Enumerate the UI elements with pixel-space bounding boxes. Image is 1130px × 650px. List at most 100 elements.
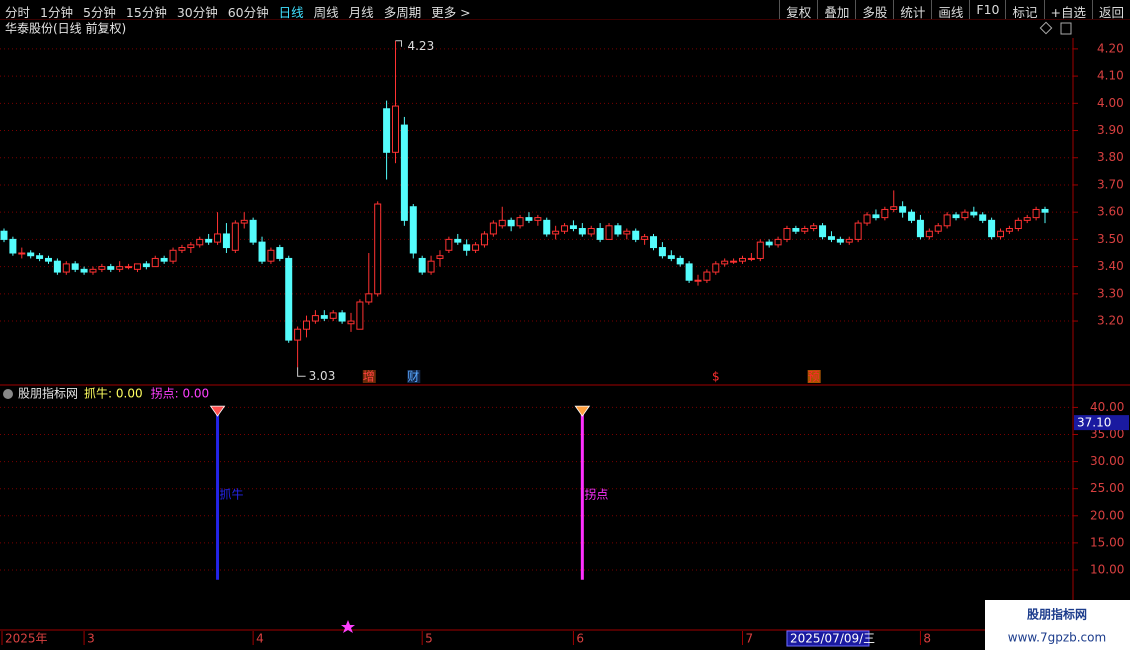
tool-button[interactable]: 叠加 <box>817 0 855 20</box>
signal-label: 拐点 <box>584 486 608 501</box>
candle-body <box>178 247 186 251</box>
candle-body <box>819 225 827 238</box>
y-tick-label: 4.10 <box>1097 69 1124 83</box>
candle-body <box>747 257 755 260</box>
period-tab[interactable]: 周线 <box>313 5 339 20</box>
candle-body <box>561 225 569 232</box>
candle-body <box>169 249 177 262</box>
tool-button[interactable]: 统计 <box>893 0 931 20</box>
candle-body <box>267 249 275 262</box>
candle-body <box>311 315 319 322</box>
candle-body <box>872 214 880 219</box>
watermark-box <box>985 600 1130 650</box>
candle-body <box>667 255 675 259</box>
y-tick-label: 3.60 <box>1097 205 1124 219</box>
candle-body <box>1005 228 1013 232</box>
x-tick-label: 8 <box>923 632 931 646</box>
y-tick-label: 35.00 <box>1090 427 1124 441</box>
candle-body <box>552 230 560 235</box>
chart: 华泰股份(日线 前复权) 3.20 3.30 3.40 3.50 3.60 3.70 3.8… <box>0 21 1130 650</box>
indicator-title: 股朋指标网 <box>18 386 78 401</box>
tool-button[interactable]: F10 <box>969 0 1005 19</box>
event-label: 财 <box>407 370 419 384</box>
signal-label: 抓牛 <box>220 486 244 501</box>
tool-button[interactable]: 画线 <box>931 0 969 20</box>
candle-body <box>970 211 978 216</box>
candle-body <box>783 228 791 240</box>
icon[interactable] <box>3 389 13 399</box>
candle-body <box>854 222 862 240</box>
cursor-date: 2025/07/09/三 <box>790 632 875 646</box>
y-tick-label: 10.00 <box>1090 562 1124 576</box>
period-tab[interactable]: 月线 <box>348 5 374 20</box>
low-label: 3.03 <box>309 369 336 383</box>
candle-body <box>160 257 168 262</box>
candle-body <box>374 203 382 295</box>
candle-body <box>409 206 417 254</box>
candle-body <box>641 236 649 240</box>
tool-button[interactable]: 复权 <box>779 0 817 20</box>
candle-body <box>71 263 79 270</box>
tool-button[interactable]: 多股 <box>855 0 893 20</box>
candle-body <box>961 211 969 219</box>
candle-body <box>489 222 497 235</box>
candle-body <box>276 247 284 259</box>
candle-body <box>614 225 622 235</box>
candle-body <box>730 260 738 263</box>
period-tab[interactable]: 30分钟 <box>176 5 218 20</box>
tool-button[interactable]: 返回 <box>1091 0 1130 20</box>
x-tick-label: 4 <box>256 632 264 646</box>
candle-body <box>827 236 835 240</box>
candle-body <box>543 219 551 235</box>
tool-button[interactable]: +自选 <box>1043 0 1092 20</box>
candle-body <box>943 214 951 227</box>
event-badge <box>362 370 376 383</box>
period-tab[interactable]: 日线 <box>278 5 304 20</box>
candle-body <box>365 293 373 303</box>
event-badge <box>807 370 821 383</box>
candle-body <box>472 244 480 251</box>
period-tab[interactable]: 多周期 <box>383 5 422 20</box>
candle-body <box>578 228 586 235</box>
candle-body <box>774 238 782 246</box>
event-label: 增 <box>363 370 375 384</box>
candle-body <box>400 124 408 221</box>
candle-body <box>44 257 52 262</box>
period-tab[interactable]: 60分钟 <box>227 5 269 20</box>
period-tab[interactable]: 更多 > <box>431 5 471 20</box>
candle-body <box>632 230 640 240</box>
icon[interactable] <box>1039 21 1053 35</box>
candle-body <box>569 225 577 230</box>
candle-body <box>0 230 8 240</box>
cursor-value: 37.10 <box>1077 416 1111 430</box>
candle-body <box>756 241 764 259</box>
candle-body <box>836 238 844 243</box>
candle-body <box>89 268 97 273</box>
candle-body <box>231 222 239 251</box>
candle-body <box>534 217 542 221</box>
y-tick-label: 30.00 <box>1090 454 1124 468</box>
watermark-url: www.7gpzb.com <box>1008 631 1106 645</box>
period-tab[interactable]: 5分钟 <box>82 5 116 20</box>
y-tick-label: 20.00 <box>1090 508 1124 522</box>
x-tick-label: 5 <box>425 632 433 646</box>
candle-body <box>507 219 515 227</box>
x-tick-label: 6 <box>576 632 584 646</box>
candle-body <box>908 211 916 221</box>
candle-body <box>1014 219 1022 230</box>
signal-icon <box>209 405 226 417</box>
candle-body <box>952 214 960 219</box>
candle-body <box>338 312 346 322</box>
candle-body <box>222 233 230 249</box>
candle-body <box>116 266 124 270</box>
candle-body <box>383 108 391 153</box>
tool-button[interactable]: 标记 <box>1005 0 1043 20</box>
candle-body <box>27 252 35 257</box>
y-tick-label: 25.00 <box>1090 481 1124 495</box>
period-tab[interactable]: 分时 <box>5 5 31 20</box>
y-tick-label: 3.70 <box>1097 177 1124 191</box>
period-tab[interactable]: 1分钟 <box>40 5 73 20</box>
candle-body <box>899 206 907 213</box>
icon[interactable] <box>1060 22 1072 35</box>
period-tab[interactable]: 15分钟 <box>125 5 167 20</box>
